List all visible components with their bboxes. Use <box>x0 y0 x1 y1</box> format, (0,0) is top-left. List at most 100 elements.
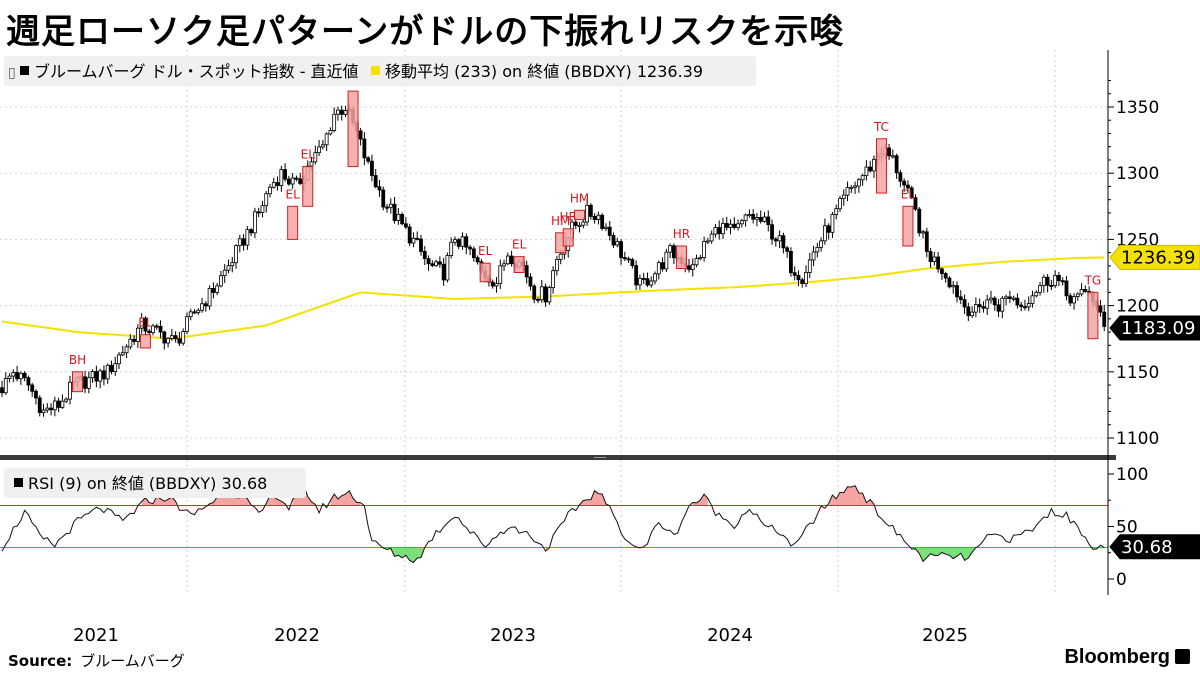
rsi-legend-box <box>4 468 306 498</box>
candlestick <box>241 233 246 251</box>
candle-body-up <box>1011 297 1016 300</box>
candle-body-up <box>166 338 170 344</box>
candle-body-down <box>339 109 344 115</box>
candle-body-up <box>1075 293 1080 297</box>
candlestick <box>656 260 661 280</box>
candle-body-up <box>856 179 861 187</box>
legend-price-label: ブルームバーグ ドル・スポット指数 - 直近値 <box>34 62 359 81</box>
candle-body-down <box>781 235 786 249</box>
candlestick <box>853 181 857 194</box>
pattern-highlight <box>562 228 574 247</box>
candlestick <box>789 247 793 277</box>
candlestick <box>411 232 416 248</box>
candlestick <box>317 139 321 157</box>
candle-body-down <box>358 130 363 140</box>
candle-body-up <box>505 255 510 265</box>
candlestick <box>653 271 657 285</box>
candlestick <box>358 128 363 146</box>
candlestick <box>887 143 891 160</box>
candlestick <box>928 247 933 268</box>
candlestick <box>577 222 582 233</box>
candlestick <box>962 294 967 315</box>
candle-body-down <box>94 371 99 382</box>
candlestick <box>739 218 744 228</box>
candle-body-up <box>694 258 699 266</box>
candlestick <box>845 181 850 202</box>
candlestick <box>143 316 148 335</box>
candle-body-down <box>630 259 635 267</box>
candle-body-up <box>1079 289 1084 295</box>
candlestick <box>841 189 846 206</box>
candle-body-down <box>868 166 873 172</box>
candlestick <box>339 105 344 121</box>
candle-body-up <box>690 264 695 270</box>
candle-body-down <box>419 238 423 252</box>
candlestick <box>973 297 978 318</box>
candlestick <box>770 219 774 245</box>
candle-body-down <box>796 274 801 281</box>
candlestick <box>713 223 718 238</box>
chart-icon: ▯ <box>8 65 16 81</box>
candle-body-up <box>52 400 57 411</box>
candlestick <box>936 251 941 273</box>
candle-body-down <box>1057 275 1061 282</box>
candlestick <box>173 331 178 343</box>
candlestick <box>336 106 340 121</box>
candle-body-down <box>940 268 944 274</box>
candle-body-down <box>464 236 469 248</box>
candlestick <box>211 282 216 299</box>
candle-body-up <box>11 372 16 377</box>
candle-body-up <box>1004 296 1008 299</box>
candle-body-up <box>547 287 552 303</box>
candle-body-down <box>687 265 691 270</box>
pattern-highlight <box>302 166 314 207</box>
candlestick <box>15 365 19 382</box>
candle-body-up <box>1026 303 1031 308</box>
candle-body-up <box>989 297 993 301</box>
candle-body-up <box>638 277 642 286</box>
candlestick <box>475 255 480 265</box>
candlestick <box>822 218 827 245</box>
candle-body-down <box>1015 297 1020 306</box>
candlestick <box>981 301 986 313</box>
candlestick <box>400 212 405 226</box>
candlestick <box>407 223 412 247</box>
candlestick <box>45 403 50 413</box>
candlestick <box>366 156 371 164</box>
candlestick <box>890 149 895 159</box>
candlestick <box>1079 283 1084 297</box>
candlestick <box>766 210 771 232</box>
candlestick <box>626 256 631 264</box>
candlestick <box>611 232 616 249</box>
candle-body-down <box>456 239 461 247</box>
candle-body-up <box>226 265 231 271</box>
candle-body-up <box>498 265 503 285</box>
candlestick <box>751 209 756 224</box>
candlestick <box>135 324 140 348</box>
candlestick <box>1083 285 1088 293</box>
candle-body-up <box>324 133 329 146</box>
candle-body-up <box>838 198 842 210</box>
x-tick-label: 2022 <box>274 625 320 646</box>
candlestick <box>18 371 23 385</box>
candlestick <box>781 232 786 254</box>
candle-body-up <box>932 256 937 263</box>
candle-body-down <box>211 288 216 293</box>
candlestick <box>705 237 710 245</box>
candle-body-up <box>585 204 589 223</box>
candle-body-down <box>294 177 299 180</box>
pattern-highlight <box>139 334 151 349</box>
candle-body-down <box>732 223 737 228</box>
pattern-highlight <box>675 245 687 270</box>
pattern-highlight <box>479 262 491 283</box>
candle-body-down <box>203 303 208 307</box>
candlestick <box>687 258 691 273</box>
candlestick <box>90 369 95 383</box>
candle-body-up <box>264 193 269 207</box>
pattern-label: EL <box>301 148 316 162</box>
candlestick <box>188 308 193 321</box>
candlestick <box>649 276 654 288</box>
candlestick <box>619 239 623 265</box>
candlestick <box>22 371 27 382</box>
candle-body-down <box>634 265 639 286</box>
